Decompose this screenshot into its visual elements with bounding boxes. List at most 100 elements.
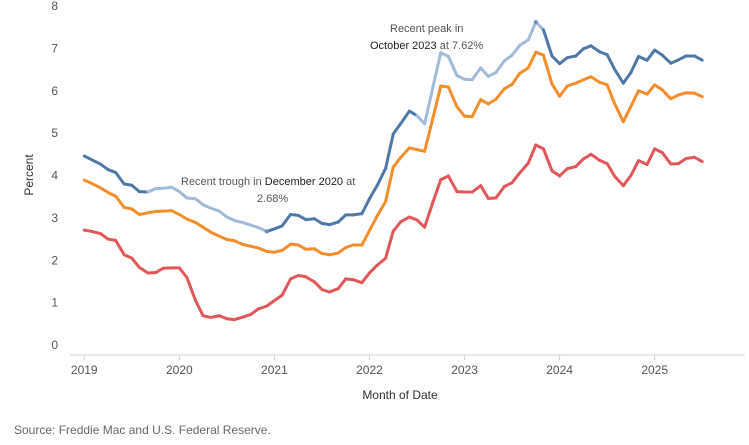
series-1-segment (391, 155, 403, 169)
series-1-point (685, 91, 688, 94)
series-2-point (194, 299, 197, 302)
series-0-point (320, 222, 323, 225)
series-0-point (503, 59, 506, 62)
series-1-segment (375, 199, 388, 218)
series-1-point (479, 98, 482, 101)
series-2-point (622, 184, 625, 187)
series-2-segment (637, 159, 649, 166)
series-2-point (344, 277, 347, 280)
series-2-point (471, 191, 474, 194)
series-1-segment (605, 83, 617, 106)
series-0-point (107, 168, 110, 171)
series-1-segment (114, 194, 126, 209)
series-0-point (518, 44, 521, 47)
series-1-point (90, 182, 93, 185)
series-1-point (178, 213, 181, 216)
series-0-point (114, 171, 117, 174)
series-1-point (582, 78, 585, 81)
series-2-point (304, 275, 307, 278)
series-2-point (360, 281, 363, 284)
series-1-segment (565, 81, 578, 88)
series-0-point (90, 158, 93, 161)
series-2-point (503, 185, 506, 188)
series-1-point (551, 82, 554, 85)
series-2-segment (272, 293, 284, 303)
series-2-point (328, 291, 331, 294)
series-0-point (487, 75, 490, 78)
series-2-point (701, 160, 704, 163)
series-0-segment (336, 213, 348, 224)
series-0-segment (367, 184, 379, 201)
x-axis-title: Month of Date (362, 388, 438, 402)
series-0-segment (209, 206, 221, 213)
series-1-point (154, 210, 157, 213)
series-0-segment (177, 190, 189, 200)
series-2-segment (193, 299, 205, 318)
series-1-point (360, 243, 363, 246)
series-2-point (534, 143, 537, 146)
peak-annotation-lead: Recent peak in (390, 23, 463, 35)
series-0-point (337, 221, 340, 224)
series-1-point (123, 206, 126, 209)
series-1-segment (613, 102, 625, 124)
series-0-segment (510, 43, 522, 57)
series-1-point (337, 252, 340, 255)
peak-annotation-tail: at 7.62% (437, 40, 484, 52)
series-0-point (701, 59, 704, 62)
series-2-point (399, 220, 402, 223)
series-1-point (677, 93, 680, 96)
series-0-segment (415, 114, 427, 126)
series-2-point (99, 232, 102, 235)
y-axis-ticks: 0 1 2 3 4 5 6 7 8 (51, 0, 58, 352)
series-0-point (399, 122, 402, 125)
series-2-point (123, 253, 126, 256)
series-2-segment (574, 157, 585, 169)
series-2-point (439, 178, 442, 181)
series-1-point (622, 120, 625, 123)
series-0-segment (384, 132, 395, 170)
series-0-point (669, 62, 672, 65)
series-1-point (661, 88, 664, 91)
series-2-point (154, 271, 157, 274)
series-2-point (107, 238, 110, 241)
series-0-point (130, 184, 133, 187)
series-2-segment (470, 184, 483, 194)
series-0-point (471, 78, 474, 81)
series-2-point (257, 307, 260, 310)
series-0-point (178, 190, 181, 193)
series-0-segment (621, 71, 633, 85)
series-2-point (527, 162, 530, 165)
series-2-point (432, 200, 435, 203)
series-0-segment (518, 38, 530, 47)
series-0-point (170, 186, 173, 189)
series-1-segment (550, 82, 562, 98)
series-2-point (313, 280, 316, 283)
series-1-point (281, 249, 284, 252)
x-tick-label: 2025 (641, 363, 668, 377)
series-0-segment (629, 54, 641, 75)
series-1-segment (185, 217, 197, 225)
trough-annotation-lead: Recent trough in (181, 176, 265, 188)
series-1-point (297, 243, 300, 246)
series-1-point (494, 98, 497, 101)
series-0-point (574, 55, 577, 58)
series-1-point (613, 102, 616, 105)
series-2-point (289, 277, 292, 280)
series-2-segment (518, 161, 530, 175)
series-2-point (376, 264, 379, 267)
series-2-segment (629, 159, 641, 177)
series-0-segment (526, 20, 538, 42)
series-1-point (487, 102, 490, 105)
series-2-point (273, 299, 276, 302)
series-0-point (653, 49, 656, 52)
series-1-point (107, 191, 110, 194)
series-0-point (416, 114, 419, 117)
series-2-point (669, 163, 672, 166)
series-1-point (629, 105, 632, 108)
x-tick-label: 2023 (451, 363, 478, 377)
series-1-point (304, 248, 307, 251)
series-layer (82, 20, 704, 322)
series-2-point (130, 257, 133, 260)
series-0-point (281, 224, 284, 227)
series-2-point (185, 276, 188, 279)
